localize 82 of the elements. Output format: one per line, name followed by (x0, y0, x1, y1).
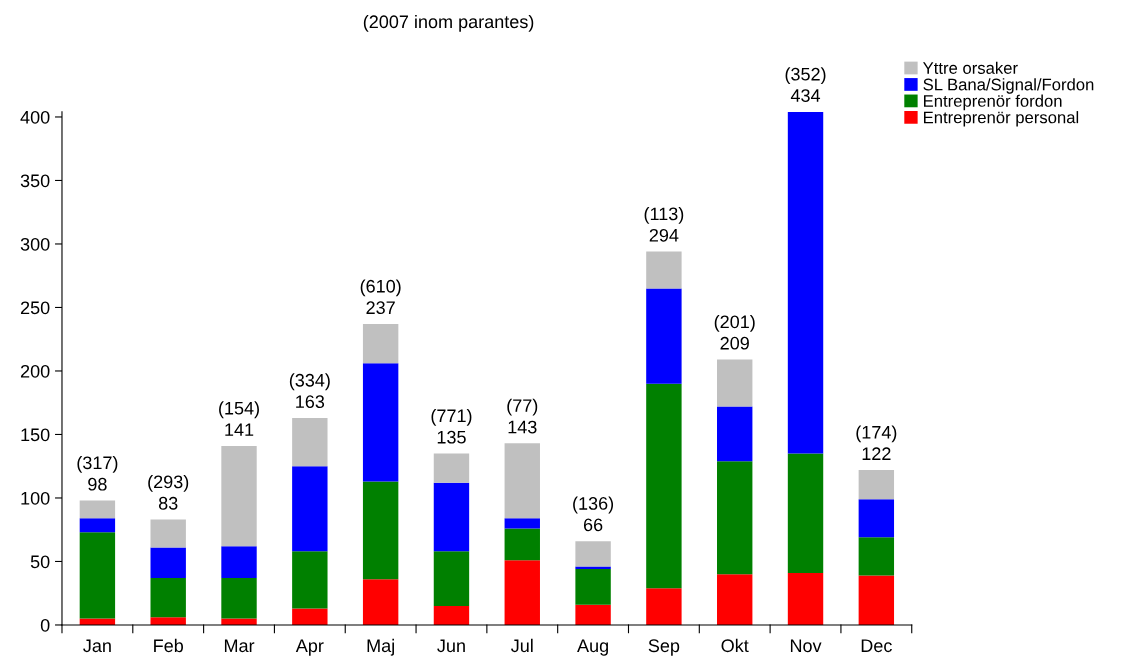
bar (150, 577, 186, 618)
bar (433, 605, 470, 625)
bar (858, 537, 895, 576)
bar (150, 617, 186, 625)
y-tick-label: 250 (20, 301, 50, 315)
y-tick-label: 50 (30, 555, 50, 569)
bar (717, 461, 753, 575)
bar (646, 251, 682, 289)
bar (504, 560, 540, 625)
bar (362, 481, 399, 580)
bar (858, 499, 895, 538)
bar (362, 363, 399, 482)
total-label: (317) 98 (77, 455, 118, 491)
x-tick-label: Dec (861, 639, 892, 653)
legend-label: Entreprenör fordon (924, 94, 1062, 111)
bar (362, 579, 399, 625)
total-label: (610) 237 (360, 279, 401, 315)
bar (221, 445, 257, 547)
x-tick-label: Jan (83, 639, 111, 653)
x-tick-label: Aug (577, 639, 608, 656)
bar (575, 569, 611, 605)
x-tick-label: Sep (648, 639, 680, 656)
total-label: (334) 163 (289, 373, 330, 409)
legend-label: SL Bana/Signal/Fordon (923, 78, 1094, 94)
bar (717, 574, 753, 625)
legend-label: Entreprenör personal (924, 111, 1079, 127)
bar (292, 608, 328, 625)
bar (717, 359, 753, 407)
bar (858, 575, 895, 625)
bar (787, 453, 824, 573)
y-tick-label: 0 (40, 618, 50, 632)
bar (504, 518, 540, 529)
total-label: (174) 122 (856, 425, 897, 460)
bar (79, 532, 116, 619)
bar (575, 541, 611, 567)
x-tick-label: Jul (511, 638, 533, 653)
bar (504, 528, 540, 561)
bar (858, 470, 895, 500)
y-tick-label: 150 (21, 428, 50, 442)
bar (717, 406, 753, 462)
x-tick-label: Maj (367, 638, 394, 656)
bar (292, 417, 328, 467)
y-tick-label: 200 (20, 364, 50, 378)
bar (292, 466, 328, 552)
total-label: (293) 83 (148, 474, 189, 510)
x-tick-label: Okt (721, 638, 749, 653)
bar (504, 443, 540, 519)
bar (433, 453, 470, 483)
x-tick-label: Mar (224, 639, 255, 653)
chart-title: (2007 inom parantes) (363, 14, 534, 32)
bar (575, 604, 611, 625)
total-label: (771) 135 (431, 408, 472, 444)
total-label: (154) 141 (219, 401, 259, 436)
y-tick-label: 400 (20, 110, 50, 124)
total-label: (113) 294 (644, 207, 684, 242)
bar (787, 111, 824, 454)
total-label: (77) 143 (507, 398, 538, 434)
total-label: (352) 434 (785, 67, 826, 102)
bar (221, 546, 257, 578)
bar (150, 547, 186, 578)
bar (646, 588, 682, 625)
x-tick-label: Apr (295, 639, 324, 656)
y-tick-label: 300 (20, 237, 50, 251)
bar (362, 323, 399, 364)
bar (433, 551, 470, 606)
bar (292, 551, 328, 609)
y-tick-label: 350 (20, 174, 50, 188)
bar (646, 383, 682, 589)
total-label: (201) 209 (714, 314, 755, 350)
y-tick-label: 100 (21, 491, 50, 505)
total-label: (136) 66 (573, 496, 614, 532)
legend-label: Yttre orsaker (923, 61, 1018, 74)
x-tick-label: Jun (437, 639, 465, 653)
bar (221, 577, 257, 619)
bar (79, 518, 116, 533)
x-tick-label: Feb (154, 638, 184, 653)
bar (79, 500, 116, 519)
bar (787, 572, 824, 625)
bar (150, 519, 186, 548)
bar (646, 288, 682, 384)
x-tick-label: Nov (790, 639, 822, 653)
bar (433, 482, 470, 552)
